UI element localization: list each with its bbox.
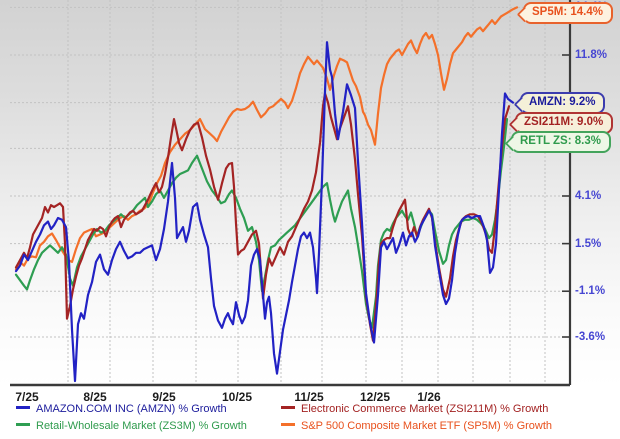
- callout-amzn: AMZN: 9.2%: [513, 92, 606, 114]
- legend-item-sp5m: S&P 500 Composite Market ETF (SP5M) % Gr…: [281, 420, 552, 432]
- y-tick-label: -1.1%: [575, 285, 606, 297]
- legend-label: S&P 500 Composite Market ETF (SP5M) % Gr…: [301, 420, 553, 432]
- y-tick-label: 1.5%: [575, 238, 602, 250]
- callout-sp5m: SP5M: 14.4%: [516, 2, 613, 24]
- x-tick-label: 7/25: [15, 390, 39, 404]
- y-tick-label: 11.8%: [575, 49, 607, 61]
- legend-label: Retail-Wholesale Market (ZS3M) % Growth: [36, 420, 247, 432]
- legend-marker: [281, 406, 295, 409]
- legend-marker: [16, 423, 30, 426]
- line-ZSI211M: [14, 92, 511, 342]
- legend-item-zsi211m: Electronic Commerce Market (ZSI211M) % G…: [281, 403, 548, 415]
- x-tick-label: 12/25: [359, 390, 391, 404]
- y-tick-label: 4.1%: [575, 190, 602, 202]
- x-tick-label: 11/25: [294, 390, 324, 404]
- series-lines: [14, 6, 519, 383]
- x-tick-label: 10/25: [221, 390, 253, 404]
- legend-item-amzn: AMAZON.COM INC (AMZN) % Growth: [16, 403, 227, 415]
- legend-label: AMAZON.COM INC (AMZN) % Growth: [36, 403, 227, 415]
- callout-zsi211m-text: ZSI211M: 9.0%: [524, 116, 604, 128]
- line-SP5M: [14, 6, 519, 271]
- line-AMZN: [14, 41, 515, 383]
- x-tick-label: 1/26: [417, 390, 441, 404]
- legend-item-retl: Retail-Wholesale Market (ZS3M) % Growth: [16, 420, 247, 432]
- y-tick-label: -3.6%: [575, 331, 606, 343]
- legend-marker: [281, 423, 295, 426]
- callout-amzn-text: AMZN: 9.2%: [529, 96, 596, 108]
- callout-retl-text: RETL ZS: 8.3%: [520, 135, 601, 147]
- axes: [10, 0, 572, 387]
- callout-retl: RETL ZS: 8.3%: [504, 131, 611, 153]
- gridlines: [10, 0, 570, 385]
- callout-sp5m-text: SP5M: 14.4%: [532, 6, 603, 18]
- x-tick-label: 9/25: [152, 390, 176, 404]
- x-tick-label: 8/25: [83, 390, 107, 404]
- legend-marker: [16, 406, 30, 409]
- legend-label: Electronic Commerce Market (ZSI211M) % G…: [301, 403, 549, 415]
